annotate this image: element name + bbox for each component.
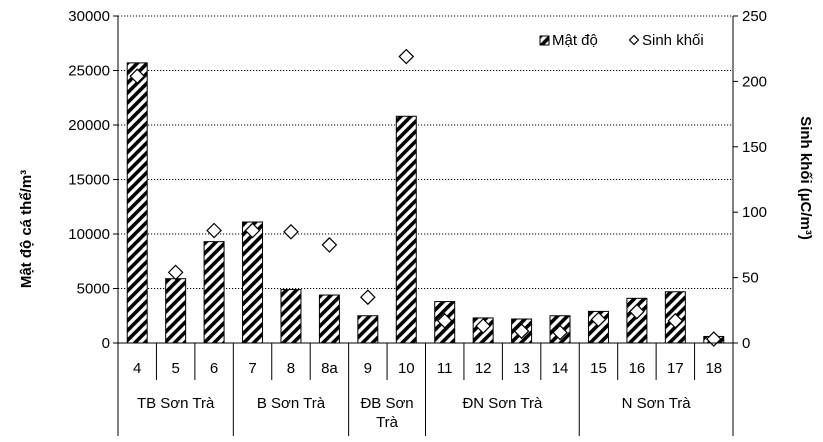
x-category-label: 15 — [590, 360, 607, 377]
biomass-marker — [475, 318, 492, 334]
y-left-tick-label: 0 — [102, 335, 110, 352]
biomass-marker — [206, 222, 222, 239]
legend-density-label: Mật độ — [552, 32, 598, 49]
y-right-tick-label: 250 — [742, 8, 767, 25]
x-category-label: 4 — [133, 360, 141, 377]
x-group-label: B Sơn Trà — [257, 395, 326, 412]
x-category-label: 14 — [552, 360, 569, 377]
y-right-tick-label: 150 — [742, 139, 767, 156]
biomass-marker — [705, 331, 722, 347]
y-left-tick-label: 5000 — [77, 281, 110, 298]
density-bar — [242, 221, 264, 344]
density-bar — [357, 315, 379, 344]
legend-biomass-diamond — [628, 34, 640, 46]
x-category-label: 10 — [398, 360, 415, 377]
legend-density-swatch — [539, 35, 550, 46]
legend-biomass-label: Sinh khối — [642, 32, 704, 49]
y-right-tick-label: 50 — [742, 270, 759, 287]
x-category-label: 17 — [667, 360, 684, 377]
density-bar — [165, 278, 187, 344]
x-category-label: 8 — [287, 360, 295, 377]
biomass-marker — [129, 68, 146, 85]
biomass-marker — [359, 289, 376, 306]
x-category-label: 7 — [248, 360, 256, 377]
x-category-label: 6 — [210, 360, 218, 377]
x-category-label: 9 — [364, 360, 372, 377]
x-category-label: 5 — [171, 360, 179, 377]
biomass-marker — [283, 223, 299, 240]
biomass-marker — [398, 48, 415, 65]
biomass-marker — [552, 324, 568, 341]
legend: Mật độ Sinh khối — [539, 32, 704, 49]
density-bar — [126, 62, 148, 344]
x-category-label: 8a — [321, 360, 338, 377]
density-bar — [395, 115, 417, 344]
y-left-tick-label: 25000 — [68, 63, 110, 80]
biomass-marker — [244, 222, 261, 239]
density-bar — [280, 289, 302, 344]
x-category-label: 13 — [513, 360, 530, 377]
x-category-label: 18 — [705, 360, 722, 377]
x-category-label: 12 — [475, 360, 492, 377]
biomass-marker — [321, 237, 338, 253]
biomass-marker — [436, 312, 453, 329]
y-left-tick-label: 30000 — [68, 8, 110, 25]
biomass-marker — [629, 303, 645, 320]
density-bar — [203, 241, 225, 344]
biomass-marker — [513, 323, 530, 340]
biomass-marker — [667, 312, 684, 329]
density-bar — [318, 294, 340, 344]
y-left-tick-label: 10000 — [68, 226, 110, 243]
x-category-label: 16 — [629, 360, 646, 377]
x-group-label: TB Sơn Trà — [137, 395, 215, 412]
x-group-label: N Sơn Trà — [622, 395, 692, 412]
y-left-tick-label: 15000 — [68, 172, 110, 189]
y-axis-right-label: Sinh khối (µC/m³) — [797, 116, 814, 240]
x-group-label: ĐB Sơn — [360, 395, 413, 412]
y-axis-left-label: Mật độ cá thể/m³ — [18, 170, 35, 288]
density-bars — [126, 62, 725, 344]
biomass-markers — [129, 48, 722, 347]
biomass-marker — [590, 311, 607, 328]
biomass-marker — [167, 264, 184, 281]
y-left-tick-label: 20000 — [68, 117, 110, 134]
y-right-tick-label: 0 — [742, 335, 750, 352]
x-group-label: ĐN Sơn Trà — [462, 395, 543, 412]
x-group-label: Trà — [376, 414, 399, 431]
y-right-tick-label: 200 — [742, 73, 767, 90]
y-right-tick-label: 100 — [742, 204, 767, 221]
x-category-label: 11 — [437, 360, 453, 377]
axes: 0 5000 10000 15000 20000 25000 30000 0 50 100 150 2… — [68, 8, 767, 436]
